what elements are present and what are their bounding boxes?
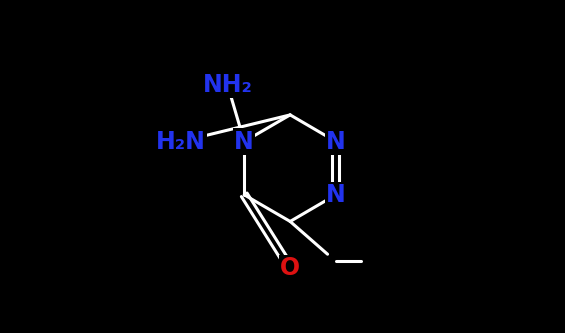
Text: N: N <box>326 130 346 154</box>
Text: O: O <box>280 256 300 280</box>
Text: NH₂: NH₂ <box>203 73 253 97</box>
Text: N: N <box>326 183 346 207</box>
Text: N: N <box>234 130 254 154</box>
Text: H₂N: H₂N <box>156 130 206 154</box>
